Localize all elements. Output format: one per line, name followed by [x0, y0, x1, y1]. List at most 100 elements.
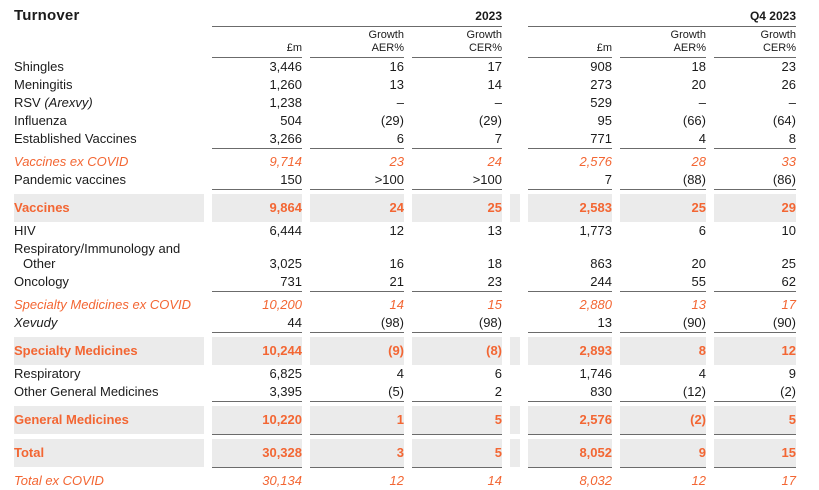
- table-row-shingles: Shingles 3,446 16 17 908 18 23: [14, 58, 796, 76]
- group-spacer: [510, 94, 520, 112]
- row-label-text: Respiratory/Immunology and: [14, 240, 181, 256]
- cell-value: 20: [691, 255, 706, 271]
- cell-value: 23: [781, 58, 796, 74]
- row-label: Total: [14, 438, 204, 467]
- rule-line: [412, 466, 502, 472]
- rule-line: [620, 147, 706, 153]
- row-label-text: Established Vaccines: [14, 130, 137, 146]
- rule-line: [212, 147, 302, 153]
- table-row-specialty-medicines: Specialty Medicines 10,244 (9) (8) 2,893 8 12: [14, 336, 796, 365]
- row-label: Influenza: [14, 112, 204, 130]
- page-title: Turnover: [14, 7, 80, 24]
- group-spacer: [510, 383, 520, 401]
- cell-value: (29): [380, 112, 404, 128]
- cell-value: 17: [781, 472, 796, 488]
- row-label-line2: Other: [23, 255, 56, 271]
- row-label-text: Meningitis: [14, 76, 73, 92]
- row-label: Other General Medicines: [14, 383, 204, 401]
- row-label-text: Vaccines ex COVID: [14, 153, 129, 169]
- cell-value: –: [494, 94, 502, 110]
- rule-line: [620, 400, 706, 406]
- rule-divider-row: [14, 188, 796, 194]
- group-spacer: [510, 405, 520, 434]
- cell-value: >100: [472, 171, 502, 187]
- column-header-q4-growth-cer: Growth CER%: [714, 27, 796, 58]
- table-row-pandemic-vaccines: Pandemic vaccines 150 >100 >100 7 (88) (86): [14, 171, 796, 189]
- cell-value: 830: [590, 383, 612, 399]
- row-label: RSV (Arexvy): [14, 94, 204, 112]
- cell-value: 908: [590, 58, 612, 74]
- cell-value: 6: [396, 130, 404, 146]
- cell-value: 24: [487, 153, 502, 169]
- rule-line: [212, 466, 302, 472]
- cell-value: (98): [380, 314, 404, 330]
- cell-value: (86): [772, 171, 796, 187]
- cell-value: (2): [780, 383, 796, 399]
- cell-value: 771: [590, 130, 612, 146]
- cell-value: 5: [412, 438, 502, 467]
- cell-value: 6,444: [269, 222, 302, 238]
- rule-line: [714, 188, 796, 194]
- cell-value: 6,825: [269, 365, 302, 381]
- row-label-text: Pandemic vaccines: [14, 171, 126, 187]
- cell-value: 10: [781, 222, 796, 238]
- row-label: Specialty Medicines ex COVID: [14, 296, 204, 314]
- cell-value: 3,446: [269, 58, 302, 74]
- cell-value: 18: [487, 255, 502, 271]
- row-label: Total ex COVID: [14, 472, 204, 490]
- cell-value: 8,032: [579, 472, 612, 488]
- row-label: Respiratory: [14, 365, 204, 383]
- rule-line: [412, 147, 502, 153]
- cell-value: 18: [691, 58, 706, 74]
- table-row-established-vaccines: Established Vaccines 3,266 6 7 771 4 8: [14, 130, 796, 148]
- cell-value: 44: [287, 314, 302, 330]
- row-label: Pandemic vaccines: [14, 171, 204, 189]
- label-column-header: [14, 27, 204, 58]
- group-spacer: [510, 112, 520, 130]
- rule-divider-row: [14, 147, 796, 153]
- rule-line: [620, 433, 706, 439]
- rule-line: [310, 433, 404, 439]
- cell-value: 13: [487, 222, 502, 238]
- cell-value: 23: [487, 273, 502, 289]
- cell-value: 4: [698, 365, 706, 381]
- rule-divider-row: [14, 331, 796, 337]
- rule-line: [412, 433, 502, 439]
- rule-line: [212, 400, 302, 406]
- table-row-oncology: Oncology 731 21 23 244 55 62: [14, 273, 796, 291]
- cell-value: 2,576: [528, 405, 612, 434]
- cell-value: 25: [620, 193, 706, 222]
- row-label: Respiratory/Immunology and Other: [14, 240, 204, 273]
- rule-line: [212, 290, 302, 296]
- group-spacer: [510, 58, 520, 76]
- rule-line: [620, 466, 706, 472]
- table-row-meningitis: Meningitis 1,260 13 14 273 20 26: [14, 76, 796, 94]
- row-label: Shingles: [14, 58, 204, 76]
- cell-value: 1: [310, 405, 404, 434]
- row-label: Oncology: [14, 273, 204, 291]
- row-label: Established Vaccines: [14, 130, 204, 148]
- row-label-text: Respiratory: [14, 365, 81, 381]
- cell-value: 17: [487, 58, 502, 74]
- column-header-q4-growth-aer: Growth AER%: [620, 27, 706, 58]
- row-label-text: Vaccines: [14, 199, 70, 215]
- cell-value: 9: [620, 438, 706, 467]
- cell-value: 8: [620, 336, 706, 365]
- cell-value: 16: [389, 255, 404, 271]
- cell-value: 1,238: [269, 94, 302, 110]
- cell-value: 9,714: [269, 153, 302, 169]
- cell-value: 5: [412, 405, 502, 434]
- table-row-influenza: Influenza 504 (29) (29) 95 (66) (64): [14, 112, 796, 130]
- row-label-text: Xevudy: [14, 314, 58, 330]
- table-row-general-medicines: General Medicines 10,220 1 5 2,576 (2) 5: [14, 405, 796, 434]
- cell-value: –: [396, 94, 404, 110]
- cell-value: 25: [412, 193, 502, 222]
- row-label-text: RSV: [14, 94, 45, 110]
- cell-value: 1,260: [269, 76, 302, 92]
- group-spacer: [510, 314, 520, 332]
- group-spacer: [510, 27, 520, 58]
- rule-line: [212, 331, 302, 337]
- cell-value: 14: [389, 296, 404, 312]
- rule-line: [412, 331, 502, 337]
- cell-value: 8,052: [528, 438, 612, 467]
